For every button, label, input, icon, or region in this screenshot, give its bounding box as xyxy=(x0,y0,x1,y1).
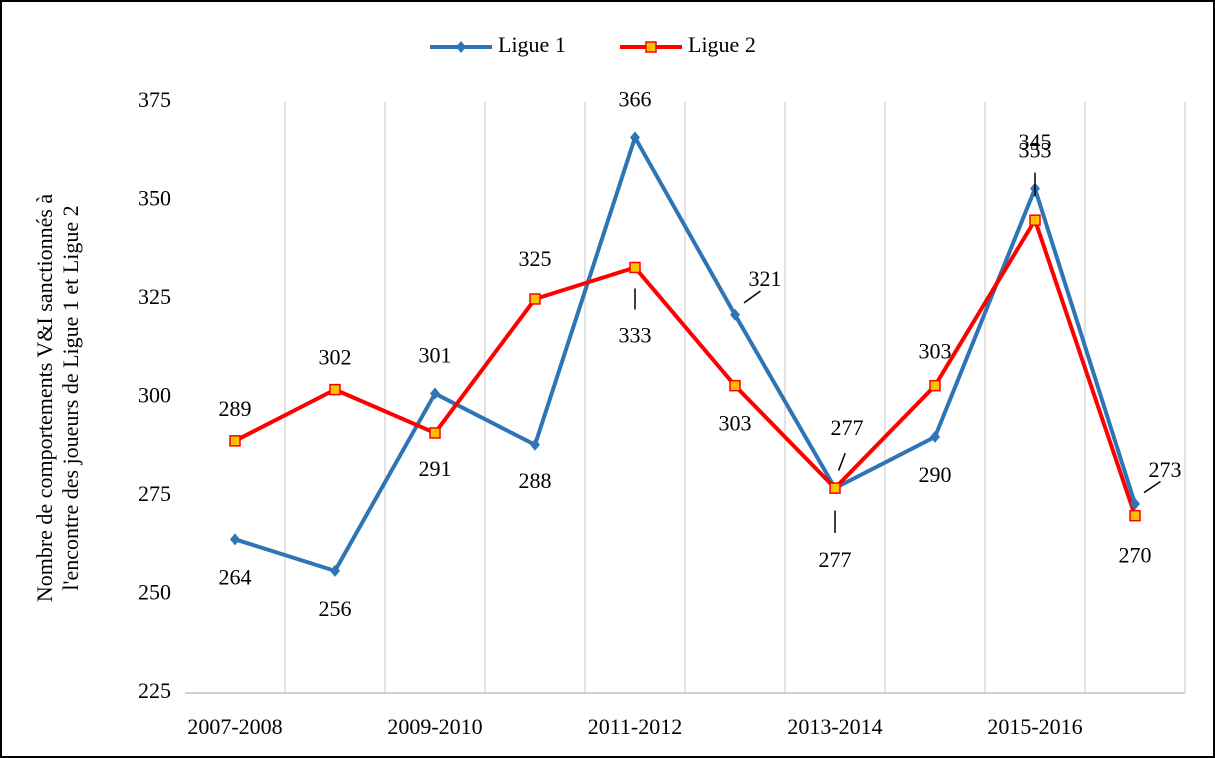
data-label: 273 xyxy=(1149,457,1182,482)
marker xyxy=(630,131,640,144)
leader-line xyxy=(1143,480,1161,494)
data-label: 270 xyxy=(1119,543,1152,568)
y-axis-label: l'encontre des joueurs de Ligue 1 et Lig… xyxy=(58,205,83,590)
leader-line xyxy=(837,452,846,471)
y-axis-label: Nombre de comportements V&I sanctionnés … xyxy=(32,194,57,603)
data-label: 277 xyxy=(831,415,864,440)
legend-marker xyxy=(456,41,466,53)
marker xyxy=(629,261,641,274)
data-label: 291 xyxy=(419,456,452,481)
marker xyxy=(329,383,341,396)
data-label: 303 xyxy=(919,339,952,364)
y-tick-label: 325 xyxy=(138,284,171,309)
y-tick-label: 350 xyxy=(138,186,171,211)
marker xyxy=(1129,509,1141,522)
y-tick-label: 250 xyxy=(138,580,171,605)
leader-line xyxy=(743,290,761,304)
data-label: 264 xyxy=(219,564,252,589)
marker xyxy=(430,387,440,400)
y-tick-label: 300 xyxy=(138,383,171,408)
marker xyxy=(530,438,540,451)
data-label: 256 xyxy=(319,596,352,621)
marker xyxy=(330,564,340,577)
marker xyxy=(930,430,940,443)
y-tick-label: 375 xyxy=(138,87,171,112)
data-label: 345 xyxy=(1019,129,1052,154)
y-tick-label: 225 xyxy=(138,678,171,703)
x-tick-label: 2007-2008 xyxy=(187,714,282,739)
x-tick-label: 2013-2014 xyxy=(787,714,882,739)
data-label: 289 xyxy=(219,396,252,421)
y-tick-label: 275 xyxy=(138,481,171,506)
data-label: 301 xyxy=(419,343,452,368)
marker xyxy=(829,482,841,494)
marker xyxy=(529,293,541,305)
data-label: 302 xyxy=(319,345,352,370)
data-label: 303 xyxy=(719,411,752,436)
legend-marker xyxy=(645,41,657,53)
data-label: 321 xyxy=(749,266,782,291)
legend-label: Ligue 1 xyxy=(498,32,566,57)
data-label: 277 xyxy=(819,547,852,572)
marker xyxy=(729,379,741,392)
data-label: 366 xyxy=(619,87,652,112)
x-tick-label: 2011-2012 xyxy=(588,714,683,739)
line xyxy=(234,218,1137,517)
data-label: 325 xyxy=(519,246,552,271)
data-label: 333 xyxy=(619,323,652,348)
line xyxy=(234,135,1137,573)
data-label: 290 xyxy=(919,462,952,487)
marker xyxy=(429,427,441,439)
marker xyxy=(730,308,740,321)
marker xyxy=(1130,497,1140,510)
x-tick-label: 2015-2016 xyxy=(987,714,1082,739)
marker xyxy=(1029,214,1041,226)
marker xyxy=(929,379,941,392)
legend-label: Ligue 2 xyxy=(688,32,756,57)
data-label: 353 xyxy=(1019,138,1052,163)
marker xyxy=(229,435,241,447)
data-label: 288 xyxy=(519,468,552,493)
x-tick-label: 2009-2010 xyxy=(387,714,482,739)
marker xyxy=(230,533,240,546)
